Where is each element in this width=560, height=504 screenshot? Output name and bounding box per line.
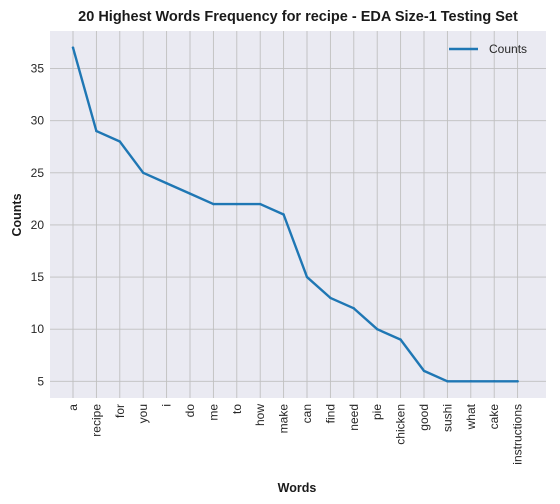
x-tick-label: recipe [89, 404, 103, 437]
y-tick-label: 30 [31, 114, 45, 128]
plot-area [50, 31, 546, 398]
legend: Counts [449, 42, 527, 56]
data-point [352, 307, 355, 310]
data-point [235, 202, 238, 206]
x-tick-label: can [300, 404, 314, 423]
x-tick-label: me [206, 404, 220, 421]
data-point [165, 182, 168, 185]
data-point [212, 202, 215, 206]
y-tick-label: 20 [31, 218, 45, 232]
data-point [446, 380, 449, 383]
y-tick-label: 15 [31, 270, 45, 284]
chart-title: 20 Highest Words Frequency for recipe - … [78, 9, 518, 25]
data-point [71, 46, 75, 49]
x-tick-label: need [347, 404, 361, 431]
x-tick-label: make [277, 404, 291, 434]
data-point [399, 338, 402, 341]
x-tick-label: for [113, 404, 127, 418]
x-tick-label: find [323, 404, 337, 423]
data-point [493, 380, 496, 383]
data-point [188, 192, 192, 195]
series-line-counts [71, 46, 519, 383]
x-tick-label: instructions [511, 404, 525, 465]
x-axis-ticks: a recipe for you i do me to how make can find need pi… [66, 403, 525, 464]
grid [50, 31, 546, 398]
y-tick-label: 25 [31, 166, 45, 180]
data-point [142, 171, 145, 174]
x-tick-label: good [417, 404, 431, 431]
series-layer [71, 46, 519, 383]
x-tick-label: cake [487, 404, 501, 430]
x-tick-label: to [230, 404, 244, 414]
data-point [282, 213, 285, 216]
y-axis-ticks: 5 10 15 20 25 30 35 [31, 62, 45, 389]
y-tick-label: 35 [31, 62, 45, 76]
y-tick-label: 10 [31, 322, 45, 336]
x-tick-label: chicken [394, 404, 408, 445]
data-point [469, 380, 472, 383]
data-point [422, 369, 426, 373]
x-tick-label: do [183, 404, 197, 418]
data-point [376, 327, 379, 331]
x-tick-label: i [160, 404, 174, 407]
x-tick-label: sushi [440, 404, 454, 432]
y-axis-label: Counts [10, 193, 24, 236]
data-point [259, 202, 262, 206]
data-point [329, 296, 332, 300]
x-tick-label: you [136, 404, 150, 423]
y-tick-label: 5 [37, 374, 44, 388]
x-tick-label: how [253, 404, 267, 426]
x-axis-label: Words [278, 481, 317, 495]
x-tick-label: pie [370, 404, 384, 420]
x-tick-label: what [464, 403, 478, 430]
data-point [118, 140, 122, 143]
legend-label: Counts [489, 42, 527, 56]
data-point [95, 129, 98, 133]
x-tick-label: a [66, 404, 80, 411]
data-point [305, 275, 309, 279]
data-point [516, 380, 519, 383]
